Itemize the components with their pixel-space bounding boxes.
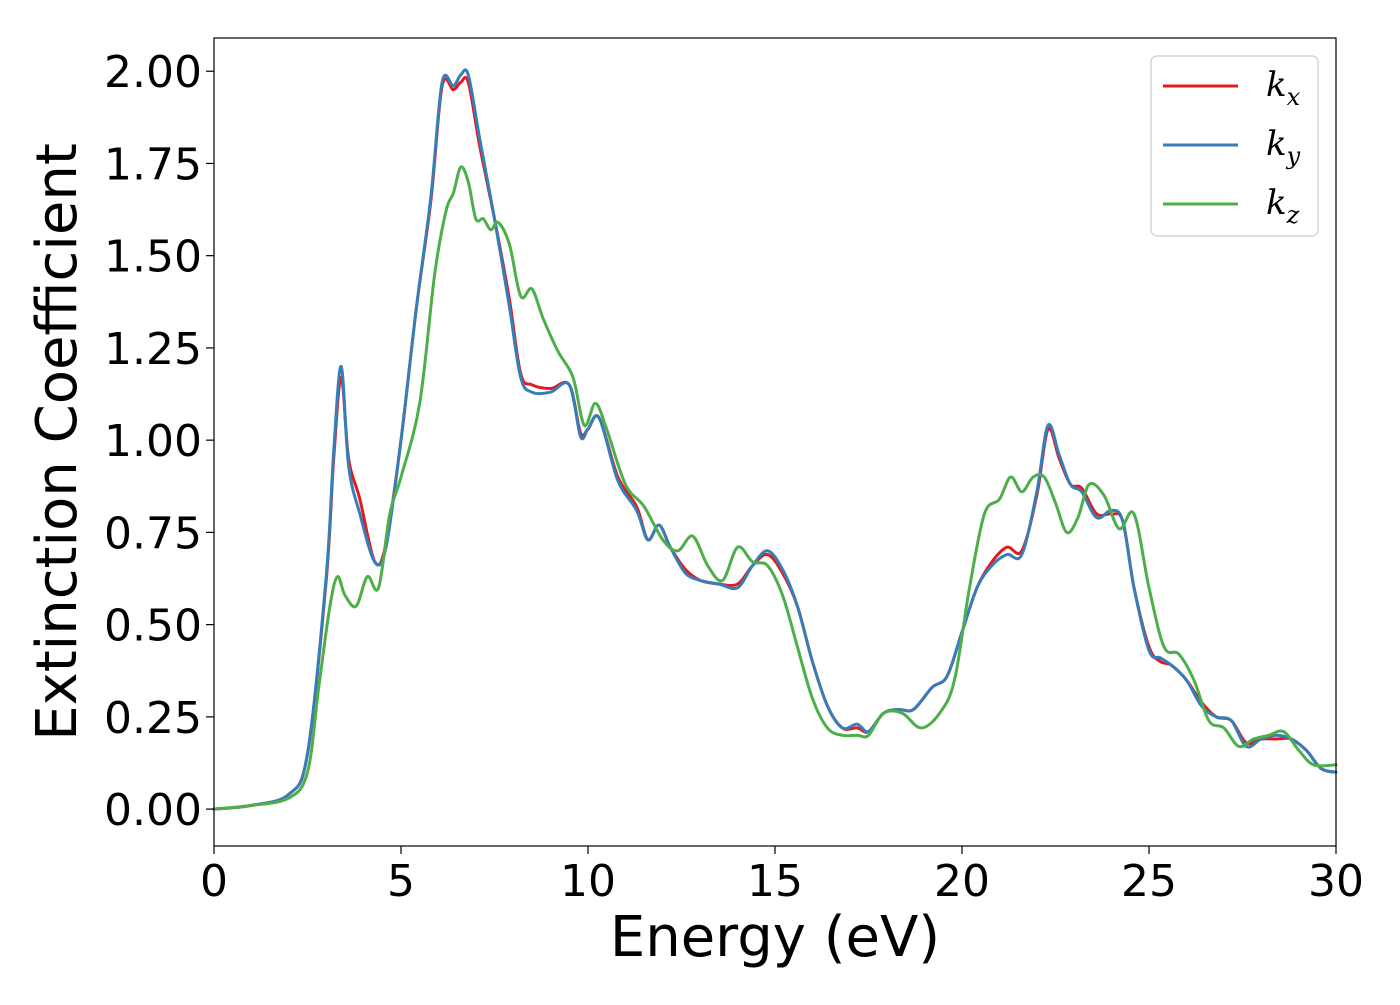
y-tick-label: 1.50 [104, 232, 202, 283]
x-tick-label: 30 [1308, 856, 1364, 907]
y-tick-label: 0.50 [104, 601, 202, 652]
x-tick-label: 0 [200, 856, 228, 907]
series-line-ky [212, 68, 1338, 811]
y-tick-label: 0.75 [104, 508, 202, 559]
y-tick-label: 0.25 [104, 693, 202, 744]
series-line-kz [212, 165, 1338, 811]
x-tick-label: 15 [747, 856, 803, 907]
x-tick-label: 20 [934, 856, 990, 907]
x-tick-label: 5 [387, 856, 415, 907]
y-axis-ticks: 0.00 0.25 0.50 0.75 1.00 1.25 1.50 1.75 2.00 [104, 47, 214, 836]
y-tick-label: 1.25 [104, 324, 202, 375]
y-axis-title: Extinction Coefficient [25, 143, 90, 741]
y-tick-label: 2.00 [104, 47, 202, 98]
x-axis-title: Energy (eV) [610, 905, 940, 970]
x-tick-label: 25 [1121, 856, 1177, 907]
series-layer [212, 68, 1338, 811]
x-tick-label: 10 [560, 856, 616, 907]
y-tick-label: 1.75 [104, 139, 202, 190]
y-tick-label: 1.00 [104, 416, 202, 467]
x-axis-ticks: 0 5 10 15 20 25 30 [200, 846, 1364, 907]
y-tick-label: 0.00 [104, 785, 202, 836]
